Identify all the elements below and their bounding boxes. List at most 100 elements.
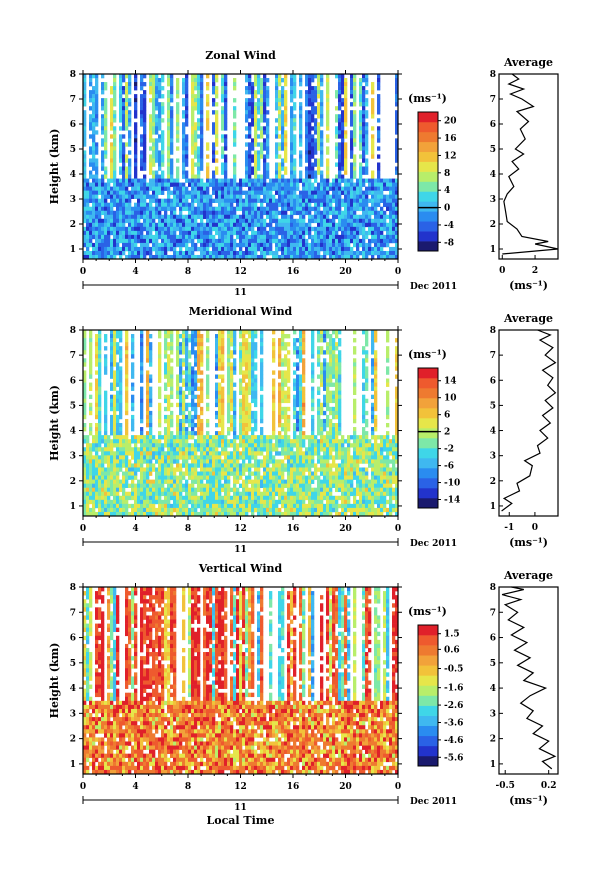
heatmap-cell [101, 242, 105, 248]
heatmap-cell [284, 122, 288, 127]
heatmap-cell [200, 210, 204, 216]
heatmap-cell [230, 218, 234, 224]
heatmap-cell [98, 418, 102, 424]
heatmap-cell [221, 118, 225, 123]
heatmap-cell [128, 182, 132, 187]
heatmap-cell [146, 334, 150, 339]
heatmap-cell [89, 511, 93, 517]
heatmap-cell [365, 254, 369, 260]
heatmap-cell [134, 174, 138, 179]
heatmap-cell [224, 230, 228, 236]
heatmap-cell [269, 222, 273, 228]
heatmap-cell [101, 194, 105, 199]
heatmap-cell [227, 190, 231, 195]
heatmap-cell [254, 114, 258, 119]
heatmap-cell [269, 186, 273, 191]
heatmap-cell [212, 210, 216, 216]
heatmap-cell [263, 86, 267, 91]
heatmap-cell [86, 234, 90, 240]
heatmap-cell [191, 166, 195, 171]
heatmap-cell [98, 406, 102, 412]
heatmap-cell [314, 186, 318, 191]
heatmap-cell [341, 110, 345, 115]
heatmap-cell [335, 226, 339, 232]
heatmap-cell [176, 443, 180, 448]
heatmap-cell [113, 386, 117, 391]
heatmap-cell [356, 246, 360, 252]
heatmap-cell [191, 206, 195, 212]
heatmap-cell [158, 86, 162, 91]
heatmap-cell [167, 214, 171, 220]
heatmap-cell [116, 374, 120, 379]
heatmap-cell [125, 174, 129, 179]
heatmap-cell [233, 238, 237, 244]
heatmap-cell [302, 226, 306, 232]
heatmap-cell [104, 106, 108, 111]
heatmap-cell [350, 82, 354, 87]
heatmap-cell [296, 202, 300, 208]
heatmap-cell [107, 218, 111, 224]
heatmap-cell [359, 186, 363, 191]
heatmap-cell [251, 82, 255, 87]
heatmap-cell [344, 110, 348, 115]
heatmap-cell [206, 174, 210, 179]
heatmap-cell [212, 150, 216, 155]
heatmap-cell [140, 471, 144, 476]
heatmap-cell [107, 491, 111, 497]
heatmap-cell [287, 238, 291, 244]
heatmap-cell [140, 459, 144, 464]
heatmap-cell [359, 198, 363, 203]
heatmap-cell [311, 190, 315, 195]
heatmap-cell [380, 254, 384, 260]
heatmap-cell [182, 186, 186, 191]
heatmap-cell [161, 503, 165, 509]
heatmap-cell [122, 503, 126, 509]
heatmap-cell [326, 174, 330, 179]
heatmap-cell [92, 242, 96, 248]
heatmap-cell [233, 198, 237, 203]
heatmap-cell [125, 338, 129, 343]
heatmap-cell [146, 418, 150, 424]
heatmap-cell [377, 166, 381, 171]
heatmap-cell [305, 202, 309, 208]
heatmap-cell [221, 202, 225, 208]
heatmap-cell [122, 186, 126, 191]
heatmap-cell [122, 78, 126, 83]
heatmap-cell [323, 234, 327, 240]
heatmap-cell [326, 170, 330, 175]
heatmap-cell [359, 182, 363, 187]
heatmap-cell [185, 507, 189, 513]
heatmap-cell [149, 182, 153, 187]
heatmap-cell [329, 218, 333, 224]
heatmap-cell [113, 483, 117, 488]
heatmap-cell [278, 194, 282, 199]
heatmap-cell [86, 246, 90, 252]
heatmap-cell [248, 242, 252, 248]
heatmap-cell [212, 146, 216, 151]
heatmap-cell [176, 166, 180, 171]
heatmap-cell [176, 182, 180, 187]
heatmap-cell [254, 90, 258, 95]
heatmap-cell [209, 182, 213, 187]
heatmap-cell [122, 479, 126, 484]
heatmap-cell [224, 226, 228, 232]
heatmap-cell [206, 334, 210, 339]
heatmap-cell [131, 483, 135, 488]
heatmap-cell [257, 82, 261, 87]
heatmap-cell [278, 202, 282, 208]
heatmap-cell [170, 254, 174, 260]
heatmap-cell [266, 126, 270, 131]
heatmap-cell [119, 254, 123, 260]
heatmap-cell [86, 499, 90, 505]
heatmap-cell [317, 162, 321, 167]
heatmap-cell [122, 86, 126, 91]
heatmap-cell [197, 479, 201, 484]
heatmap-cell [122, 447, 126, 452]
heatmap-cell [194, 82, 198, 87]
heatmap-cell [350, 86, 354, 91]
heatmap-cell [149, 186, 153, 191]
heatmap-cell [119, 74, 123, 79]
heatmap-cell [224, 114, 228, 119]
heatmap-cell [161, 110, 165, 115]
heatmap-cell [155, 118, 159, 123]
